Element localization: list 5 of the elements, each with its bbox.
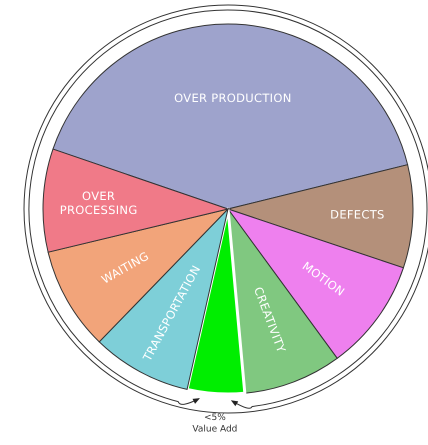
slice-label: DEFECTS <box>330 207 385 222</box>
data-label: <5% <box>204 413 226 423</box>
slice-label: OVER PROCESSING <box>60 189 138 217</box>
slice-label: OVER PRODUCTION <box>174 91 292 106</box>
slice-label: Value Add <box>192 424 238 434</box>
